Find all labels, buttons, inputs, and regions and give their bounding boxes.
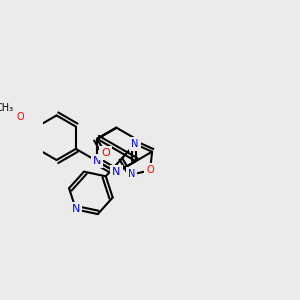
Text: N: N (93, 156, 101, 166)
Text: N: N (131, 139, 139, 149)
Text: N: N (128, 169, 135, 179)
Text: O: O (101, 148, 110, 158)
Text: N: N (72, 204, 80, 214)
Text: O: O (16, 112, 24, 122)
Text: CH₃: CH₃ (0, 103, 14, 112)
Text: O: O (146, 166, 154, 176)
Text: N: N (112, 167, 121, 177)
